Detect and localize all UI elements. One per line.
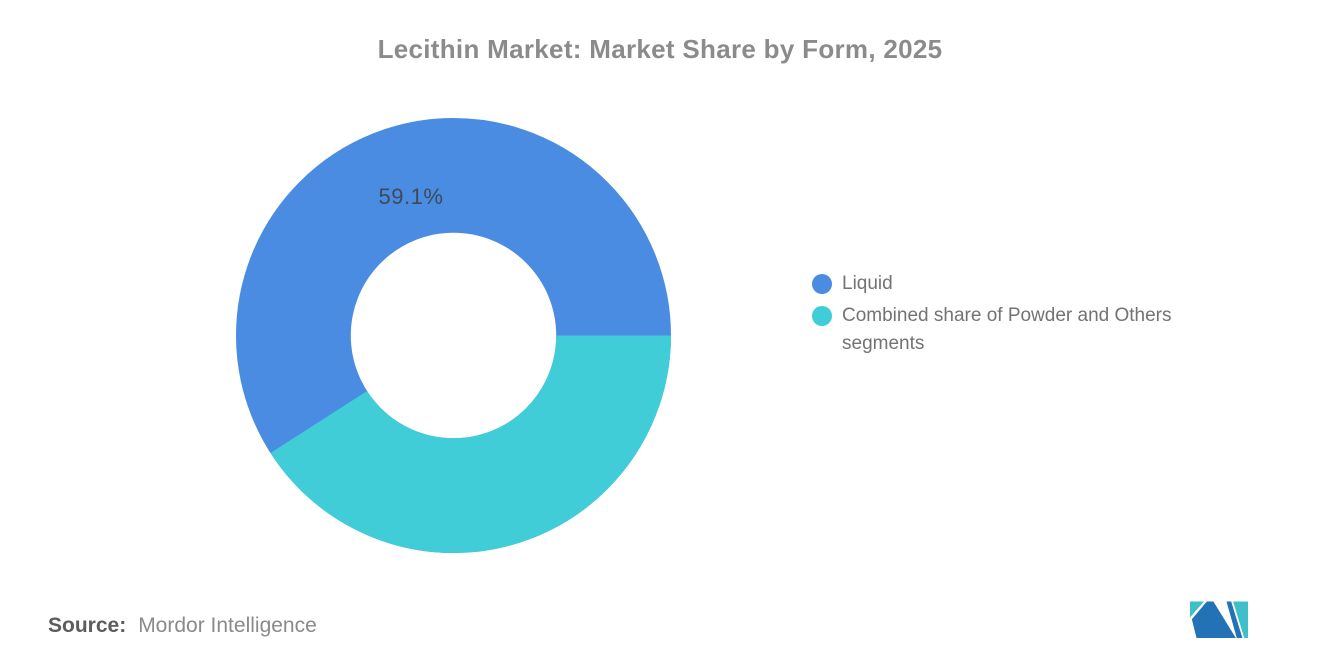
source-line: Source: Mordor Intelligence [48, 614, 317, 638]
donut-svg [236, 118, 671, 553]
legend-dot-liquid-icon [812, 274, 832, 294]
source-prefix: Source: [48, 614, 127, 637]
chart-title: Lecithin Market: Market Share by Form, 2… [377, 34, 943, 64]
legend: Liquid Combined share of Powder and Othe… [812, 270, 1242, 362]
source-text: Mordor Intelligence [138, 614, 317, 637]
mordor-logo-icon [1189, 601, 1249, 638]
legend-item-liquid[interactable]: Liquid [812, 270, 1242, 298]
mordor-intelligence-logo [1188, 594, 1250, 638]
legend-label-liquid: Liquid [842, 273, 893, 294]
donut-chart: 59.1% [236, 118, 671, 553]
data-label-liquid: 59.1% [378, 184, 444, 209]
legend-label-powder-others: Combined share of Powder and Others segm… [842, 305, 1172, 354]
legend-item-powder-others[interactable]: Combined share of Powder and Others segm… [812, 302, 1242, 358]
slice-powder-others[interactable] [236, 118, 671, 553]
legend-dot-powder-others-icon [812, 306, 832, 326]
